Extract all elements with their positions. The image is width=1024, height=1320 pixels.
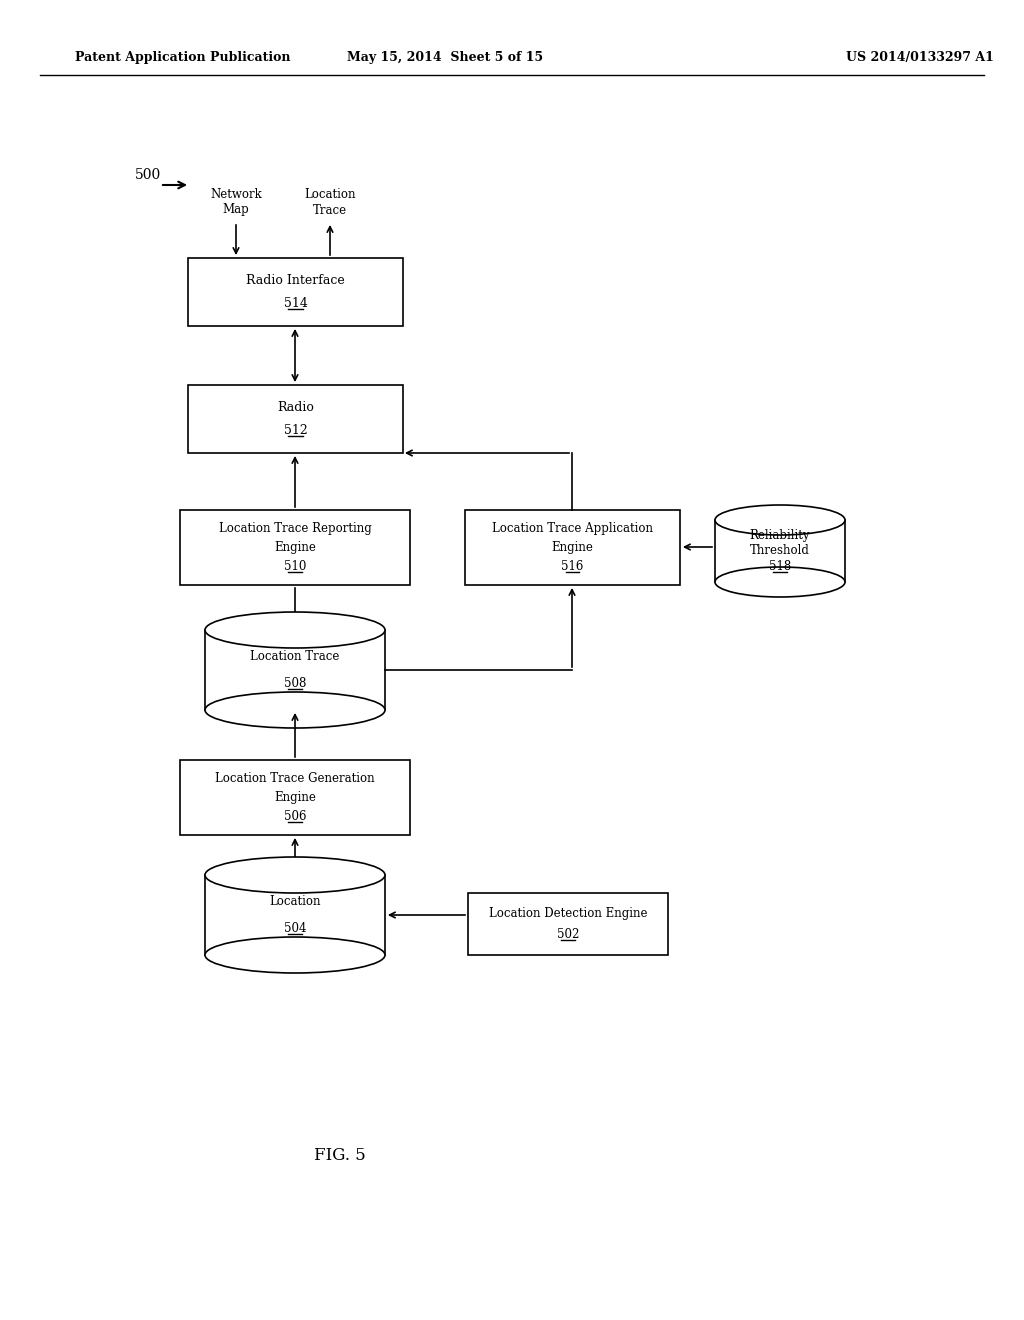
Bar [465, 510, 680, 585]
Text: 514: 514 [284, 297, 307, 310]
Bar [188, 385, 403, 453]
Ellipse shape [205, 692, 385, 729]
Bar [205, 875, 385, 954]
Text: 502: 502 [557, 928, 580, 941]
Text: Reliability: Reliability [750, 529, 810, 543]
Text: Location: Location [304, 189, 355, 202]
Bar [188, 257, 403, 326]
Text: Trace: Trace [313, 203, 347, 216]
Text: Engine: Engine [274, 791, 316, 804]
Bar [715, 520, 845, 582]
Text: 506: 506 [284, 809, 306, 822]
Text: Location Detection Engine: Location Detection Engine [488, 907, 647, 920]
Text: Radio: Radio [278, 401, 314, 414]
Ellipse shape [205, 612, 385, 648]
Text: 508: 508 [284, 677, 306, 690]
Text: Threshold: Threshold [750, 544, 810, 557]
Text: Location Trace: Location Trace [250, 651, 340, 663]
Text: Network: Network [210, 189, 262, 202]
Text: 512: 512 [284, 424, 307, 437]
Text: Location Trace Reporting: Location Trace Reporting [219, 523, 372, 535]
Text: US 2014/0133297 A1: US 2014/0133297 A1 [846, 51, 994, 65]
Text: 518: 518 [769, 560, 792, 573]
Text: FIG. 5: FIG. 5 [314, 1147, 366, 1163]
Text: Engine: Engine [552, 541, 594, 554]
Bar [180, 760, 410, 836]
Text: May 15, 2014  Sheet 5 of 15: May 15, 2014 Sheet 5 of 15 [347, 51, 543, 65]
Ellipse shape [715, 506, 845, 535]
Text: 510: 510 [284, 560, 306, 573]
Text: 500: 500 [135, 168, 161, 182]
Bar [468, 894, 668, 954]
Text: 516: 516 [561, 560, 584, 573]
Text: 504: 504 [284, 921, 306, 935]
Bar [205, 630, 385, 710]
Text: Location: Location [269, 895, 321, 908]
Text: Patent Application Publication: Patent Application Publication [75, 51, 291, 65]
Ellipse shape [205, 937, 385, 973]
Ellipse shape [205, 857, 385, 894]
Text: Location Trace Generation: Location Trace Generation [215, 772, 375, 785]
Text: Radio Interface: Radio Interface [246, 275, 345, 288]
Text: Engine: Engine [274, 541, 316, 554]
Text: Location Trace Application: Location Trace Application [492, 523, 653, 535]
Text: Map: Map [222, 203, 250, 216]
Bar [180, 510, 410, 585]
Ellipse shape [715, 568, 845, 597]
